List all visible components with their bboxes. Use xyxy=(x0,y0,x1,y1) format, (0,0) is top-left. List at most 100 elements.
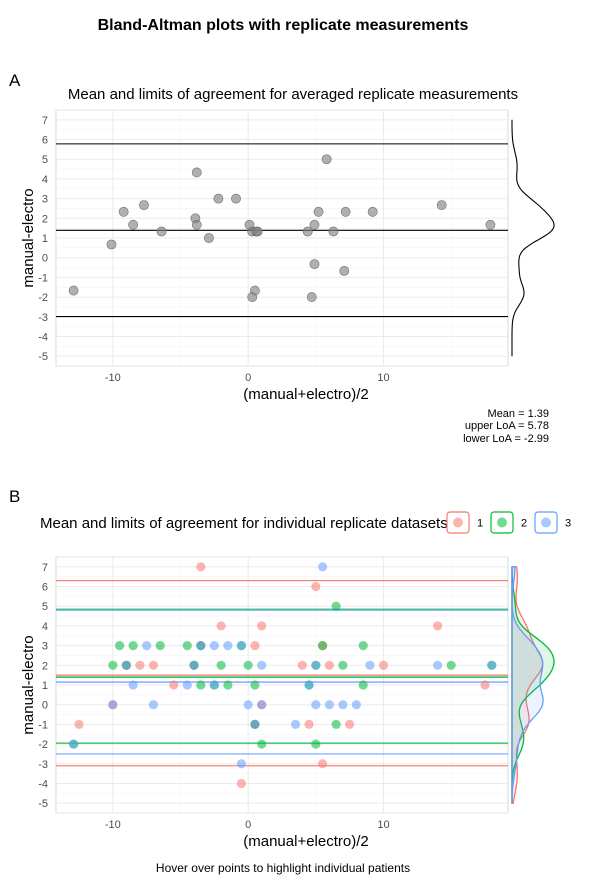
panel-b-series-3-point xyxy=(351,700,362,710)
panel-b-series-1-point xyxy=(148,660,159,670)
panel-b-series-2-point xyxy=(108,660,118,670)
panel-b-y-tick-label: 0 xyxy=(42,700,48,712)
panel-b-series-2-point xyxy=(155,641,165,651)
panel-b-series-3-point xyxy=(209,680,219,690)
panel-b-series-3-point xyxy=(311,660,321,670)
panel-b-x-axis-label: (manual+electro)/2 xyxy=(243,833,368,850)
legend-item-3[interactable]: 3 xyxy=(534,511,571,534)
panel-b-series-3-point xyxy=(223,641,233,651)
panel-b-y-tick-label: 7 xyxy=(42,562,48,574)
panel-b-series-3-point xyxy=(108,700,118,710)
panel-a-data-point xyxy=(321,154,332,165)
panel-a-data-point xyxy=(340,206,351,217)
panel-b-series-2-point xyxy=(338,660,348,670)
legend-marker-3 xyxy=(541,517,551,528)
panel-b-series-3-point xyxy=(243,700,253,710)
panel-b-title: Mean and limits of agreement for individ… xyxy=(40,515,448,532)
panel-a-y-tick-label: 3 xyxy=(42,194,48,206)
panel-b-marginal-density xyxy=(511,566,555,804)
panel-b-series-2-point xyxy=(250,680,260,690)
panel-b-series-1-point xyxy=(196,562,206,572)
panel-a-data-point xyxy=(128,219,139,230)
panel-b-series-3-point xyxy=(324,700,334,710)
panel-b-series-3-point xyxy=(487,660,497,670)
panel-b-series-2-point xyxy=(331,601,341,611)
panel-a-data-point xyxy=(231,193,241,204)
panel-b-y-axis-label: manual-electro xyxy=(20,635,37,734)
panel-b-series-3-point xyxy=(189,660,199,670)
panel-a-y-tick-label: 1 xyxy=(42,233,48,245)
panel-b-series-2-point xyxy=(243,660,253,670)
panel-a-data-point xyxy=(485,219,496,230)
panel-b-series-1-point xyxy=(250,641,260,651)
panel-b-x-tick-label: 0 xyxy=(245,819,251,831)
panel-a-data-point xyxy=(139,200,149,211)
legend-label-1: 1 xyxy=(477,518,483,530)
legend-marker-1 xyxy=(453,517,463,528)
panel-a-x-tick-label: 10 xyxy=(377,372,389,384)
panel-b-series-3-point xyxy=(121,660,131,670)
panel-a-data-point xyxy=(328,226,339,237)
panel-b-density-series-3 xyxy=(511,566,544,804)
panel-b-series-1-point xyxy=(378,660,389,670)
panel-a-x-tick-label: 0 xyxy=(245,372,251,384)
panel-b-y-tick-label: -1 xyxy=(38,719,48,731)
panel-b-series-2-point xyxy=(223,680,233,690)
panel-b-legend: 1 2 3 xyxy=(446,511,571,534)
panel-a-data-point xyxy=(191,219,202,230)
panel-a-y-axis-label: manual-electro xyxy=(20,188,37,287)
panel-b-series-3-point xyxy=(365,660,375,670)
panel-b-x-tick-label: 10 xyxy=(377,819,389,831)
panel-b-series-2-point xyxy=(311,739,321,749)
panel-a-y-tick-label: 2 xyxy=(42,213,48,225)
panel-a-tag: A xyxy=(9,71,21,90)
panel-a-data-point xyxy=(68,285,79,296)
panel-b-y-tick-label: 6 xyxy=(42,582,48,594)
panel-b-series-1-point xyxy=(297,660,307,670)
panel-a-data-point xyxy=(309,259,320,270)
panel-a-y-tick-label: 6 xyxy=(42,135,48,147)
panel-a-y-tick-label: -1 xyxy=(38,272,48,284)
panel-b-series-3-point xyxy=(196,641,206,651)
panel-b-y-tick-label: 4 xyxy=(42,621,48,633)
panel-b-series-3-point xyxy=(433,660,443,670)
panel-a-y-tick-label: -3 xyxy=(38,312,48,324)
panel-a-data-point xyxy=(106,239,117,250)
panel-b-series-3-point xyxy=(250,719,260,729)
panel-b-y-tick-label: -2 xyxy=(38,739,48,751)
panel-b-series-3-point xyxy=(142,641,152,651)
panel-b-series-3-point xyxy=(182,680,192,690)
stat-upper-loa-label: upper LoA = 5.78 xyxy=(465,420,549,432)
panel-b-series-3-point xyxy=(338,700,348,710)
legend-label-2: 2 xyxy=(521,518,527,530)
legend-item-2[interactable]: 2 xyxy=(490,511,527,534)
panel-b-density-series-2 xyxy=(511,566,555,804)
panel-b-y-tick-label: -5 xyxy=(38,798,48,810)
panel-a-data-point xyxy=(302,226,313,237)
panel-b-series-2-point xyxy=(216,660,226,670)
panel-b-series-2-point xyxy=(358,641,368,651)
panel-b-y-tick-label: 1 xyxy=(42,680,48,692)
panel-a-data-point xyxy=(309,219,320,230)
panel-b-series-3-point xyxy=(148,700,159,710)
panel-a-data-point xyxy=(252,226,263,237)
panel-b-series-2-point xyxy=(358,680,368,690)
panel-a-data-point xyxy=(306,292,317,302)
panel-a-density-curve xyxy=(511,119,555,357)
panel-a-y-tick-label: 5 xyxy=(42,154,48,166)
panel-b-series-2-point xyxy=(446,660,456,670)
panel-b-series-1-point xyxy=(433,621,443,631)
panel-b-series-3-point xyxy=(317,562,328,572)
panel-b-series-1-point xyxy=(169,680,179,690)
legend-item-1[interactable]: 1 xyxy=(446,511,483,534)
panel-a-title: Mean and limits of agreement for average… xyxy=(68,86,518,103)
stat-mean-label: Mean = 1.39 xyxy=(488,408,549,420)
panel-b-series-2-point xyxy=(128,641,138,651)
panel-a-data-point xyxy=(118,206,129,217)
panel-b-y-tick-label: -4 xyxy=(38,778,48,790)
panel-b-series-3-point xyxy=(209,641,219,651)
panel-b-series-1-point xyxy=(216,621,226,631)
